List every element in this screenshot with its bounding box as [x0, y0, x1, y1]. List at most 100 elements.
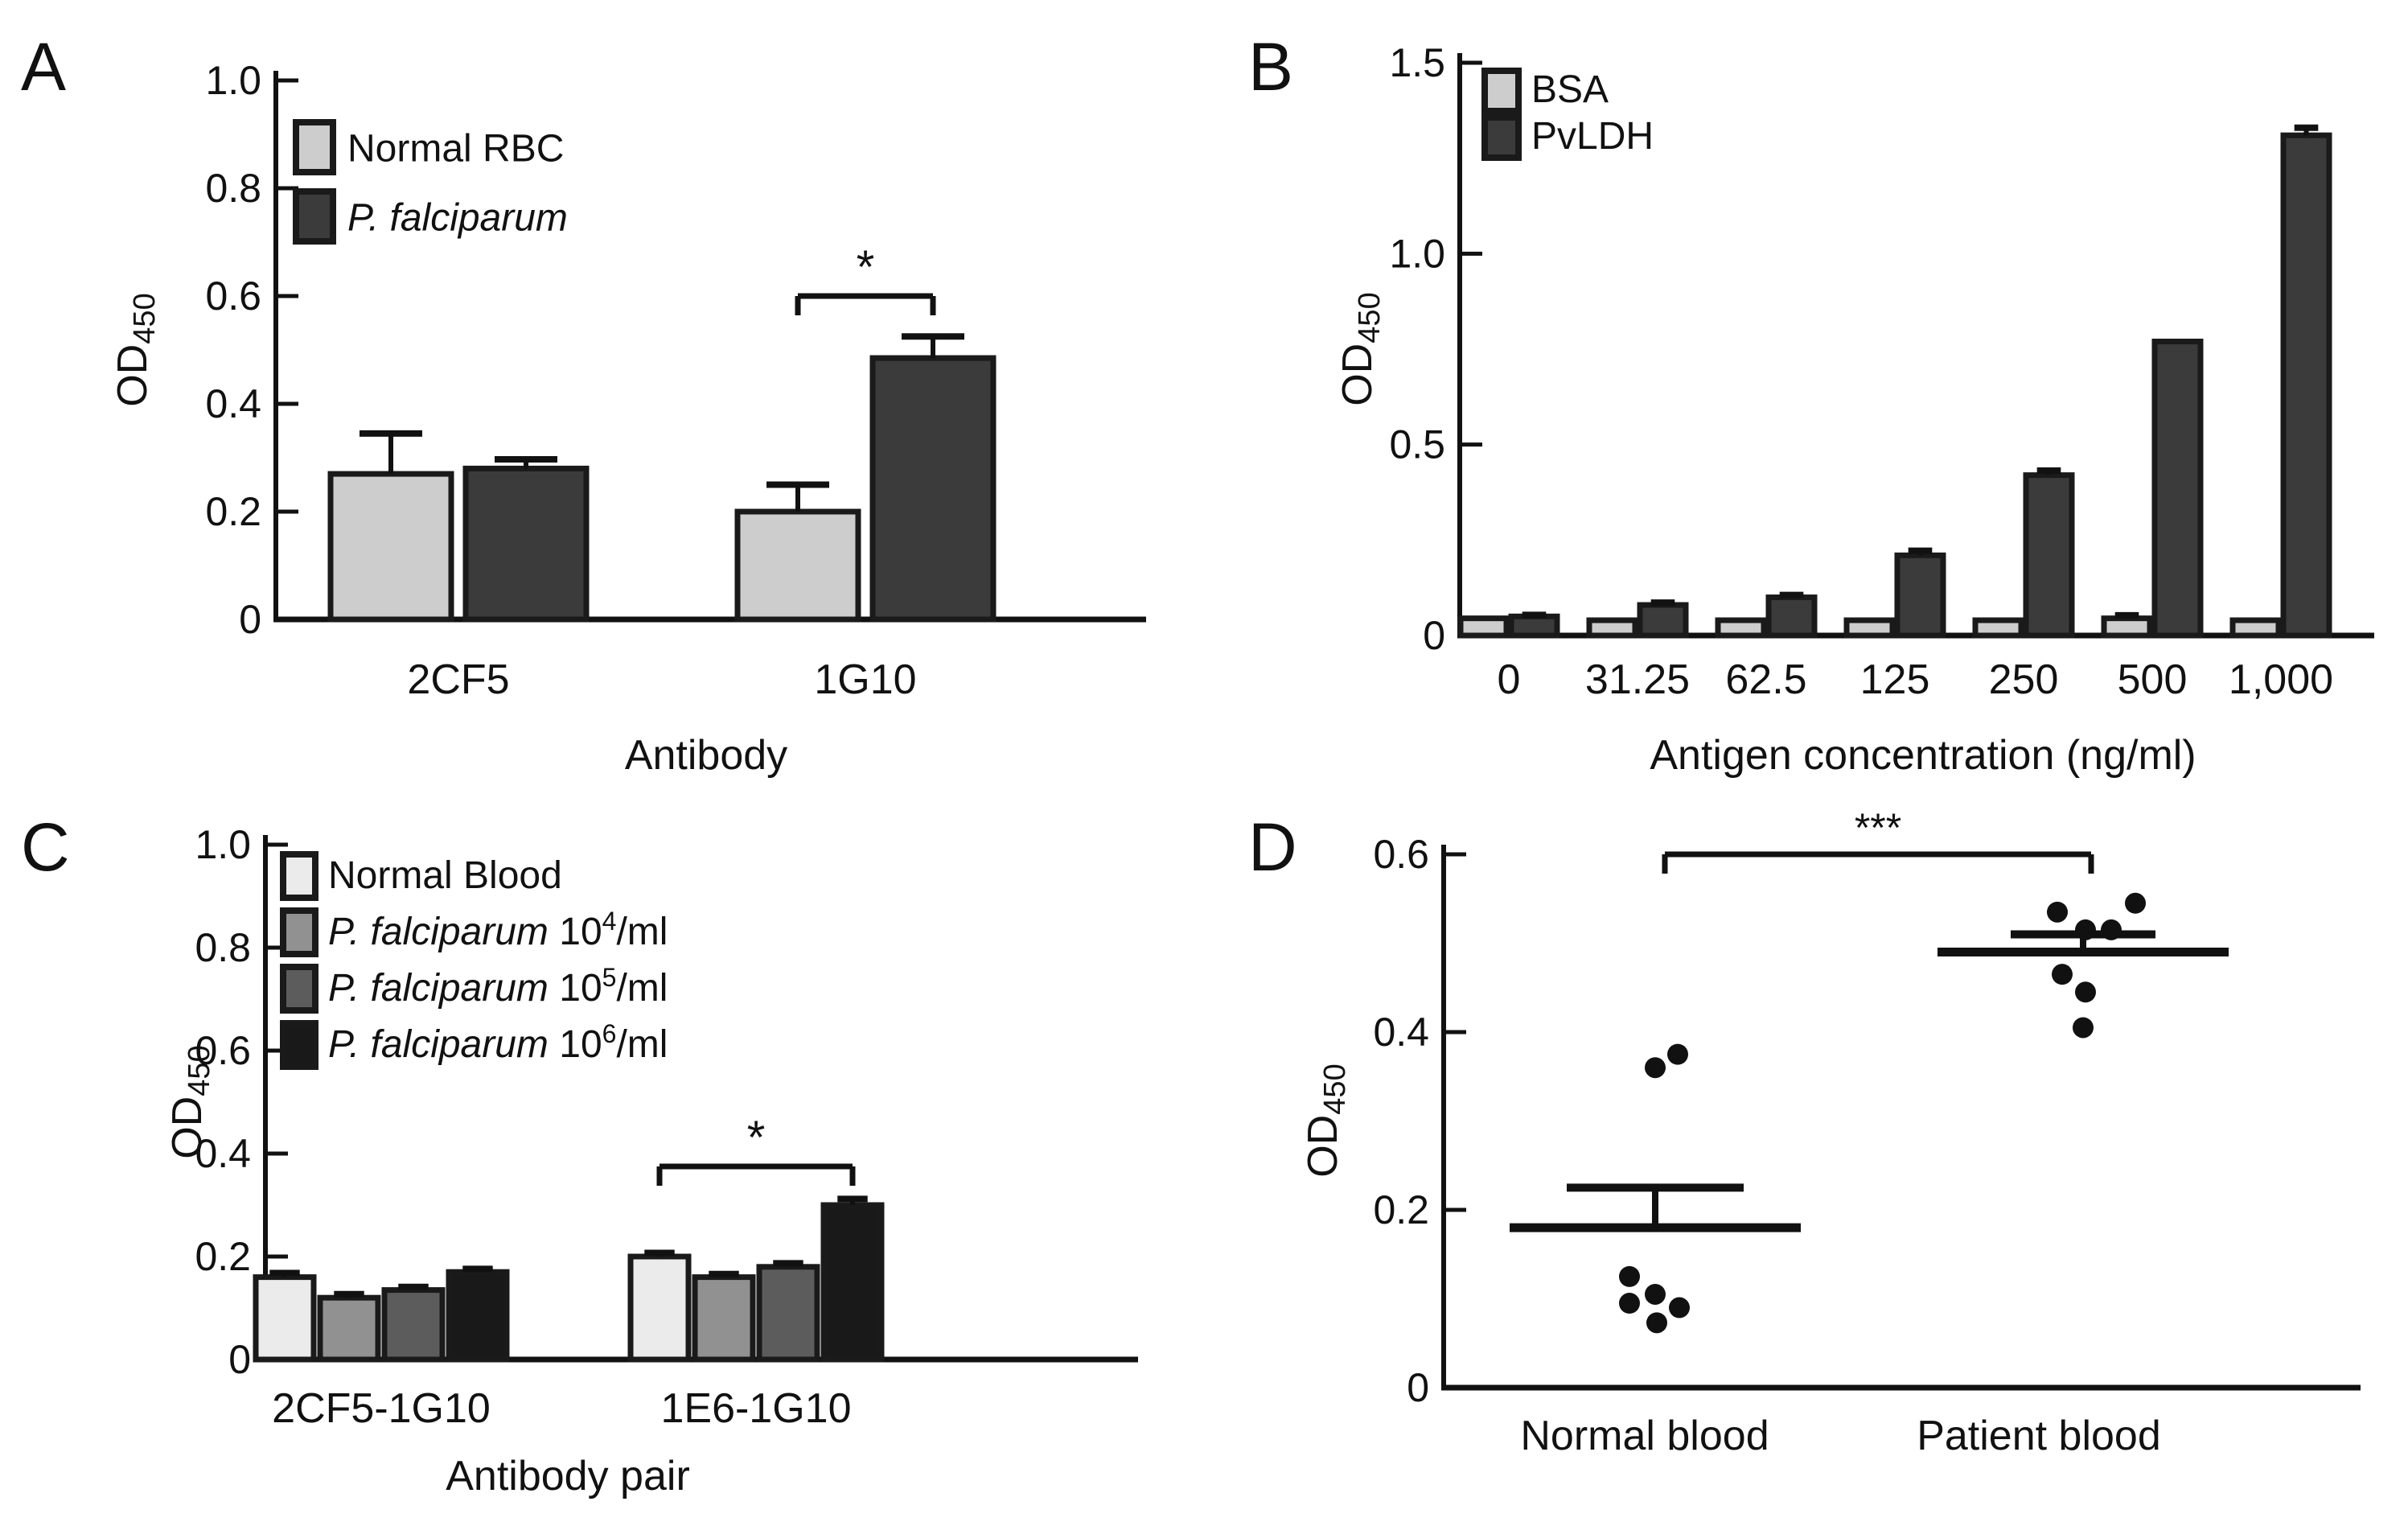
y-tick-label: 1.0: [1389, 231, 1445, 276]
legend-label: P. falciparum: [347, 196, 568, 239]
x-category-label: 62.5: [1725, 656, 1806, 703]
significance-stars: *: [857, 241, 875, 294]
x-category-label: 1,000: [2229, 656, 2333, 703]
legend-label: P. falciparum 104/ml: [328, 907, 668, 953]
y-tick-label: 0.8: [205, 166, 261, 211]
bar: [1765, 594, 1818, 639]
x-category-label: 500: [2118, 656, 2188, 703]
y-tick-label: 0.4: [205, 381, 261, 426]
data-point: [2101, 919, 2122, 940]
data-point: [1667, 1043, 1688, 1065]
legend-label: Normal Blood: [328, 854, 562, 897]
data-point: [1619, 1293, 1640, 1314]
y-tick-label: 1.0: [205, 58, 261, 103]
bar: [317, 1294, 381, 1363]
legend-swatch: [280, 1020, 318, 1070]
bar: [1457, 615, 1510, 639]
panel-label-C: C: [21, 809, 70, 885]
bar: [1894, 552, 1946, 639]
panel-label-A: A: [21, 29, 66, 105]
bar: [1637, 602, 1689, 639]
x-axis-title: Antibody pair: [446, 1453, 690, 1499]
y-tick-label: 0: [1423, 613, 1445, 658]
bar: [253, 1274, 317, 1363]
panel-label-D: D: [1248, 809, 1297, 885]
bar: [734, 508, 861, 623]
bar: [462, 465, 590, 623]
legend-swatch: [293, 119, 336, 175]
data-point: [2052, 964, 2073, 985]
x-category-label: 2CF5: [407, 656, 509, 703]
y-tick-label: 0.4: [195, 1131, 251, 1176]
bar: [2280, 132, 2332, 639]
data-point: [2125, 892, 2146, 914]
x-category-label: Patient blood: [1917, 1413, 2161, 1459]
legend-swatch: [280, 964, 318, 1014]
bar: [1843, 617, 1896, 639]
legend-swatch: [280, 851, 318, 901]
data-point: [2047, 901, 2068, 923]
y-tick-label: 1.0: [195, 822, 251, 867]
x-category-label: 125: [1860, 656, 1930, 703]
legend-swatch: [1481, 114, 1522, 161]
legend-swatch: [293, 188, 336, 245]
legend-swatch: [1481, 68, 1522, 114]
y-tick-label: 1.5: [1389, 40, 1445, 85]
legend-label: PvLDH: [1531, 115, 1654, 158]
y-axis-title: OD450: [1334, 292, 1387, 405]
data-point: [1669, 1297, 1690, 1318]
y-tick-label: 0: [1407, 1365, 1429, 1410]
data-point: [1619, 1265, 1640, 1287]
y-tick-label: 0.6: [195, 1028, 251, 1073]
legend-label: P. falciparum 106/ml: [328, 1019, 668, 1066]
panel-C: C 0 0.2 0.4 0.6 0.8 1.0 OD450 Normal Blood P. fal…: [21, 809, 1138, 1499]
data-point: [1645, 1283, 1666, 1305]
x-category-label: 0: [1498, 656, 1521, 703]
panel-label-B: B: [1248, 29, 1293, 105]
bar: [327, 471, 454, 623]
y-tick-label: 0.2: [1373, 1187, 1429, 1232]
significance-stars: *: [747, 1112, 766, 1164]
data-point: [2075, 919, 2096, 940]
data-point: [1646, 1312, 1667, 1334]
x-category-label: Normal blood: [1520, 1413, 1769, 1459]
bar: [692, 1274, 756, 1363]
legend-label: Normal RBC: [347, 127, 564, 170]
x-category-label: 250: [1989, 656, 2059, 703]
legend-label: BSA: [1531, 68, 1609, 111]
data-point: [2075, 981, 2096, 1003]
bar: [756, 1264, 820, 1363]
bar: [2151, 339, 2204, 639]
legend-label: P. falciparum 105/ml: [328, 963, 668, 1010]
y-tick-label: 0.6: [205, 274, 261, 319]
x-category-label: 2CF5-1G10: [272, 1385, 491, 1432]
bar: [446, 1269, 510, 1363]
y-tick-label: 0.2: [205, 489, 261, 534]
y-axis-title: OD450: [1300, 1063, 1352, 1177]
panel-A: A 0 0.2 0.4 0.6 0.8 1.0 OD450 Normal RBC P. falci…: [21, 29, 1146, 779]
x-category-label: 1G10: [814, 656, 916, 703]
y-axis-title: OD450: [109, 293, 162, 406]
bar: [1586, 617, 1638, 639]
bar: [2023, 472, 2075, 639]
y-tick-label: 0.8: [195, 925, 251, 970]
bar: [2229, 617, 2282, 639]
y-tick-label: 0.5: [1389, 422, 1445, 467]
x-axis-title: Antigen concentration (ng/ml): [1650, 732, 2196, 779]
y-tick-label: 0.2: [195, 1234, 251, 1279]
bar: [1972, 617, 2024, 639]
data-point: [1645, 1057, 1666, 1079]
bar: [2101, 615, 2153, 639]
y-tick-label: 0.6: [1373, 832, 1429, 877]
y-axis-title: OD450: [164, 1045, 216, 1158]
bar: [1715, 617, 1767, 639]
significance-stars: ***: [1855, 805, 1901, 850]
panel-D: D 0 0.2 0.4 0.6 OD450 Normal blood Patient bloo…: [1248, 805, 2361, 1459]
y-tick-label: 0: [228, 1337, 251, 1382]
x-axis-title: Antibody: [625, 732, 787, 779]
y-tick-label: 0.4: [1373, 1010, 1429, 1055]
bar: [869, 355, 996, 623]
